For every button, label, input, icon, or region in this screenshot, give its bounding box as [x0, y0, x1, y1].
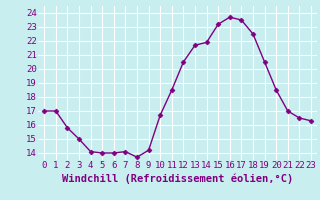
X-axis label: Windchill (Refroidissement éolien,°C): Windchill (Refroidissement éolien,°C) [62, 173, 293, 184]
